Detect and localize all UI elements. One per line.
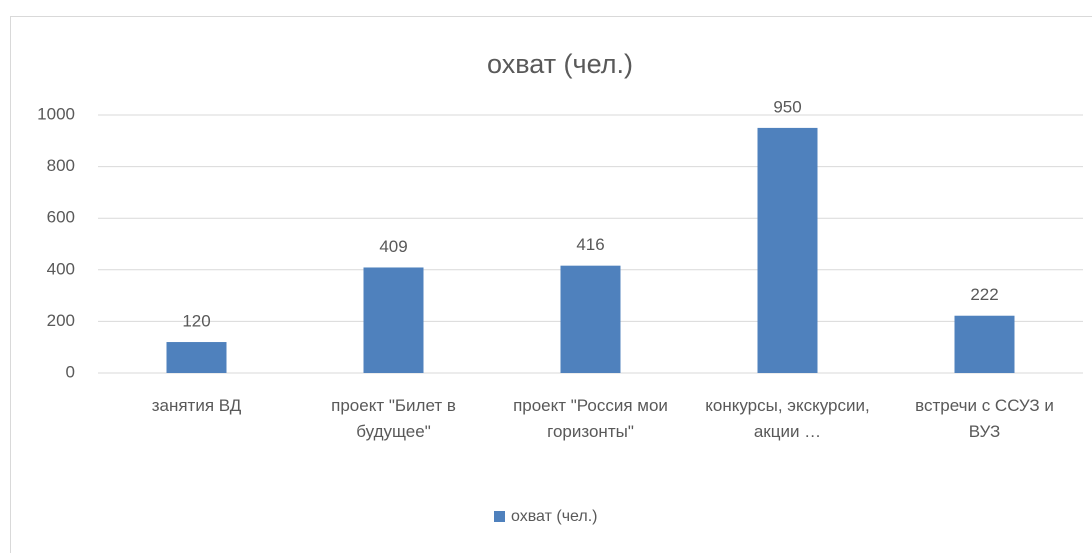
y-tick-label: 1000 [37, 104, 75, 123]
bar [560, 265, 621, 373]
x-tick-label: проект "Билет в будущее" [331, 396, 456, 441]
value-label: 120 [182, 312, 210, 331]
bar [363, 267, 424, 373]
x-tick-label: занятия ВД [152, 396, 242, 415]
x-tick-label: встречи с ССУЗ и ВУЗ [915, 396, 1054, 441]
y-tick-label: 200 [47, 311, 75, 330]
y-tick-label: 800 [47, 156, 75, 175]
chart-border [10, 16, 1092, 553]
value-label: 416 [576, 235, 604, 254]
bar [166, 342, 227, 373]
y-tick-label: 0 [66, 362, 75, 381]
value-label: 950 [773, 97, 801, 116]
x-tick-label: конкурсы, экскурсии, акции … [705, 396, 869, 441]
x-tick-label: проект "Россия мои горизонты" [513, 396, 668, 441]
y-tick-label: 600 [47, 208, 75, 227]
value-label: 409 [379, 237, 407, 256]
value-label: 222 [970, 285, 998, 304]
bar [757, 127, 818, 374]
y-tick-label: 400 [47, 259, 75, 278]
bar [954, 315, 1015, 373]
chart-title: охват (чел.) [487, 49, 633, 79]
legend-swatch [494, 511, 505, 522]
legend-label: охват (чел.) [511, 508, 598, 525]
